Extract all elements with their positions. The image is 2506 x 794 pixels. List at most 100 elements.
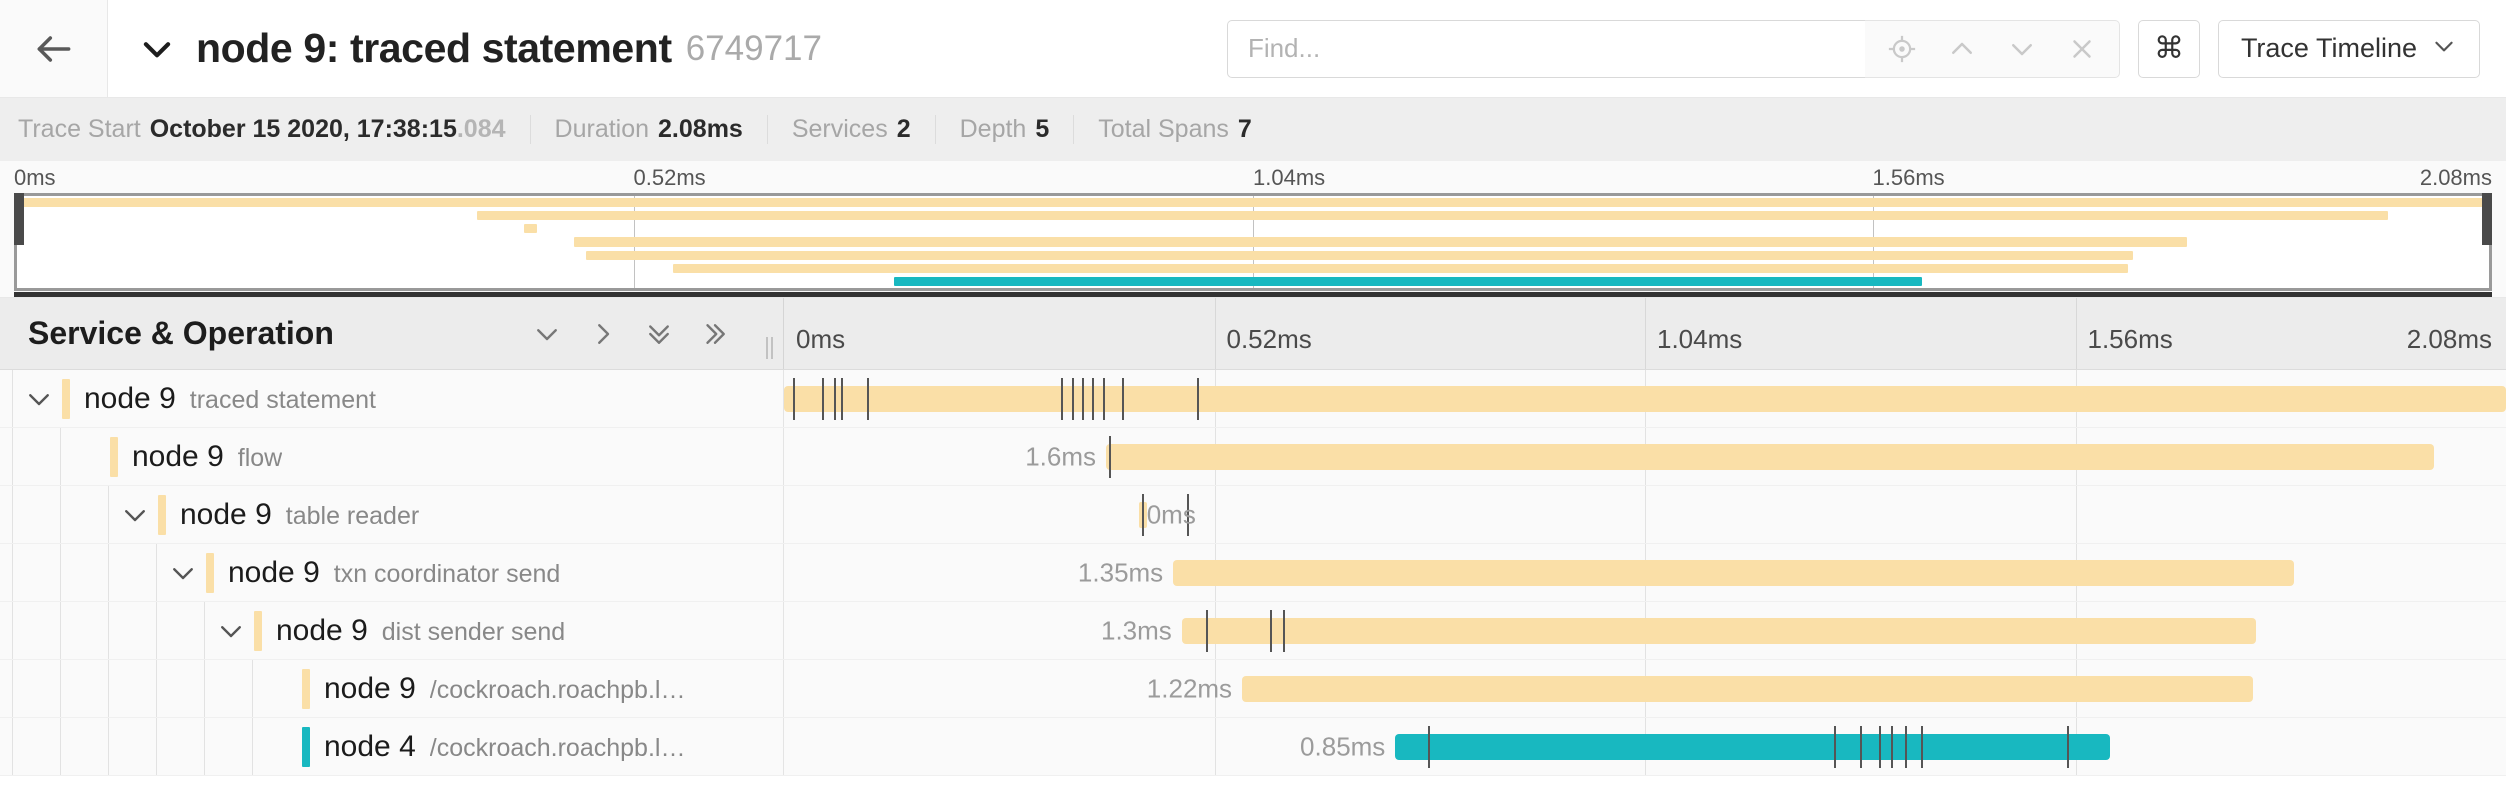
span-log-marker[interactable]	[1428, 725, 1431, 768]
span-timeline-cell[interactable]: 1.22ms	[784, 660, 2506, 717]
span-log-marker[interactable]	[821, 377, 824, 420]
span-timeline-cell[interactable]: 0.85ms	[784, 718, 2506, 775]
chevron-down-icon[interactable]	[166, 556, 200, 590]
chevron-down-icon[interactable]	[214, 614, 248, 648]
span-row[interactable]: node 4/cockroach.roachpb.l… 0.85ms	[0, 718, 2506, 776]
span-row[interactable]: node 9 traced statement	[0, 370, 2506, 428]
span-log-marker[interactable]	[1834, 725, 1837, 768]
minimap-tick-label: 2.08ms	[2419, 165, 2492, 190]
collapse-all-icon[interactable]	[639, 314, 679, 354]
span-log-marker[interactable]	[1860, 725, 1863, 768]
span-log-marker[interactable]	[1920, 725, 1923, 768]
span-timeline-cell[interactable]: 0ms	[784, 486, 2506, 543]
span-duration-bar[interactable]	[1181, 617, 2257, 644]
span-log-marker[interactable]	[866, 377, 869, 420]
span-tree-cell[interactable]: node 9/cockroach.roachpb.l…	[0, 660, 784, 717]
column-resize-handle[interactable]	[766, 337, 773, 359]
span-log-marker[interactable]	[1905, 725, 1908, 768]
span-log-marker[interactable]	[792, 377, 795, 420]
search-group	[1226, 19, 2120, 78]
span-log-marker[interactable]	[1891, 725, 1894, 768]
span-duration-label: 1.35ms	[1077, 557, 1164, 587]
column-title: Service & Operation	[28, 315, 334, 351]
span-duration-bar[interactable]	[1106, 443, 2434, 470]
span-log-marker[interactable]	[1109, 435, 1112, 478]
timeline-header-gridline	[1214, 298, 1216, 369]
span-log-marker[interactable]	[1142, 493, 1145, 536]
span-timeline-cell[interactable]: 1.3ms	[784, 602, 2506, 659]
span-log-marker[interactable]	[1283, 609, 1286, 652]
span-log-marker[interactable]	[833, 377, 836, 420]
trace-minimap[interactable]: 0ms 0.52ms 1.04ms 1.56ms 2.08ms	[0, 161, 2506, 298]
span-tree-cell[interactable]: node 4/cockroach.roachpb.l…	[0, 718, 784, 775]
span-operation-name: traced statement	[189, 385, 376, 414]
span-timeline-cell[interactable]: 1.6ms	[784, 428, 2506, 485]
arrow-left-icon	[32, 27, 76, 71]
span-duration-bar[interactable]	[1395, 733, 2110, 760]
meta-value: 2.08ms	[658, 115, 743, 143]
tree-guide-line	[108, 660, 109, 717]
collapse-controls	[527, 314, 735, 354]
meta-label: Depth	[959, 115, 1027, 143]
span-row[interactable]: node 9 table reader 0ms	[0, 486, 2506, 544]
span-row[interactable]: node 9/cockroach.roachpb.l… 1.22ms	[0, 660, 2506, 718]
minimap-drag-handle-right[interactable]	[2482, 193, 2492, 245]
minimap-tick-label: 1.56ms	[1872, 165, 1945, 190]
minimap-viewport[interactable]	[14, 193, 2492, 291]
span-log-marker[interactable]	[1197, 377, 1200, 420]
span-color-swatch	[158, 494, 166, 535]
span-duration-bar[interactable]	[784, 385, 2506, 412]
span-log-marker[interactable]	[1205, 609, 1208, 652]
minimap-drag-handle-left[interactable]	[14, 193, 24, 245]
view-mode-select[interactable]: Trace Timeline	[2217, 19, 2480, 78]
chevron-down-icon[interactable]	[138, 30, 176, 68]
span-log-marker[interactable]	[1102, 377, 1105, 420]
span-tree-cell[interactable]: node 9 table reader	[0, 486, 784, 543]
span-timeline-cell[interactable]: 1.35ms	[784, 544, 2506, 601]
span-tree-cell[interactable]: node 9 flow	[0, 428, 784, 485]
span-timeline-cell[interactable]	[784, 370, 2506, 427]
meta-label: Trace Start	[18, 115, 141, 143]
keyboard-shortcuts-button[interactable]: ⌘	[2137, 19, 2200, 78]
span-duration-bar[interactable]	[1242, 675, 2253, 702]
span-label-group: node 9 dist sender send	[276, 614, 777, 648]
span-log-marker[interactable]	[1121, 377, 1124, 420]
span-color-swatch	[302, 726, 310, 767]
span-rows: node 9 traced statement node 9 flow 1.6ms nod…	[0, 370, 2506, 777]
prev-result-icon[interactable]	[1935, 23, 1989, 75]
span-row[interactable]: node 9 flow 1.6ms	[0, 428, 2506, 486]
span-service-name: node 9	[276, 613, 368, 647]
chevron-down-icon[interactable]	[22, 382, 56, 416]
span-log-marker[interactable]	[840, 377, 843, 420]
search-input[interactable]	[1226, 19, 1865, 78]
timeline-tick-label: 1.04ms	[1657, 324, 1743, 354]
focus-match-icon[interactable]	[1875, 23, 1929, 75]
minimap-row	[14, 249, 2492, 262]
span-log-marker[interactable]	[1061, 377, 1064, 420]
clear-search-icon[interactable]	[2055, 23, 2109, 75]
span-tree-cell[interactable]: node 9 txn coordinator send	[0, 544, 784, 601]
span-log-marker[interactable]	[1081, 377, 1084, 420]
span-duration-bar[interactable]	[1173, 559, 2295, 586]
span-log-marker[interactable]	[1186, 493, 1189, 536]
span-log-marker[interactable]	[2066, 725, 2069, 768]
span-service-name: node 9	[228, 555, 320, 589]
span-log-marker[interactable]	[1071, 377, 1074, 420]
meta-item: Depth 5	[934, 115, 1074, 144]
collapse-one-icon[interactable]	[527, 314, 567, 354]
span-row[interactable]: node 9 dist sender send 1.3ms	[0, 602, 2506, 660]
expand-one-icon[interactable]	[583, 314, 623, 354]
span-row[interactable]: node 9 txn coordinator send 1.35ms	[0, 544, 2506, 602]
span-log-marker[interactable]	[1879, 725, 1882, 768]
chevron-down-icon[interactable]	[118, 498, 152, 532]
span-log-marker[interactable]	[1092, 377, 1095, 420]
next-result-icon[interactable]	[1995, 23, 2049, 75]
span-tree-cell[interactable]: node 9 dist sender send	[0, 602, 784, 659]
span-log-marker[interactable]	[1269, 609, 1272, 652]
tree-guide-line	[252, 718, 253, 775]
expand-all-icon[interactable]	[695, 314, 735, 354]
back-button[interactable]	[0, 0, 108, 97]
meta-value: 7	[1237, 115, 1252, 143]
span-tree-cell[interactable]: node 9 traced statement	[0, 370, 784, 427]
tree-guide-line	[60, 544, 61, 601]
